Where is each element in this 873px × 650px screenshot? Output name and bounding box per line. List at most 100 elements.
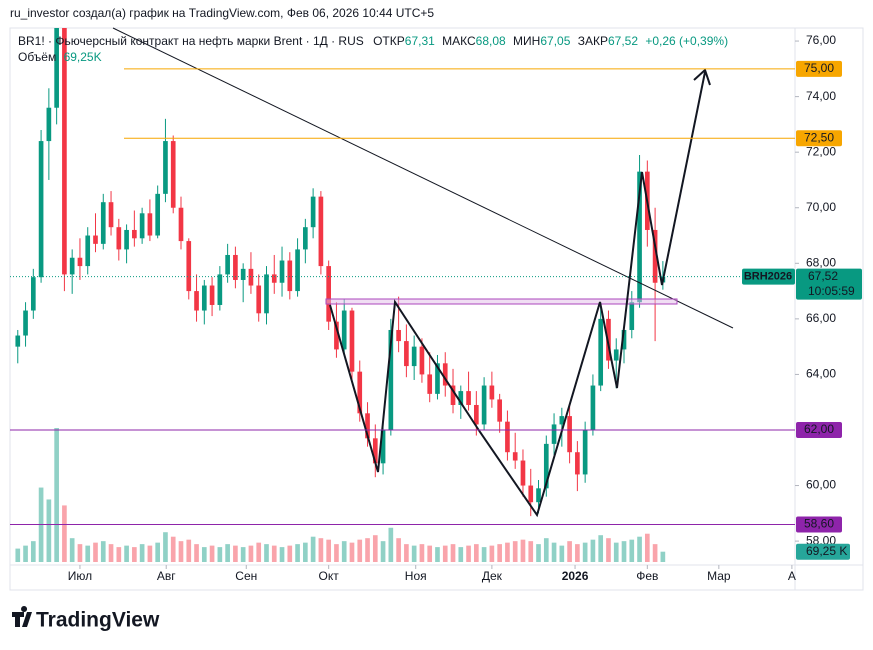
volume-bar [334,544,339,562]
close-value: 67,52 [608,34,638,48]
candle-body [30,277,36,311]
x-tick-label: А [788,569,796,583]
y-tick-label: 64,00 [806,367,836,381]
arrow-head [693,68,711,86]
level-badge [796,421,842,438]
candle-body [551,424,557,444]
volume-bar [466,545,471,562]
candle-body [575,452,580,475]
candle-body [388,329,394,430]
candle-body [435,363,440,394]
volume-bar [209,545,215,562]
legend-symbol: BR1! · Фьючерсный контракт на нефть марк… [18,34,728,48]
candle-body [93,235,98,244]
candle-body [54,28,59,108]
candle-body [225,254,230,275]
volume-bar [481,547,487,562]
volume-bar [155,542,161,562]
logo: TradingView [12,606,160,632]
volume-bar [85,545,91,562]
high-value: 68,08 [476,34,506,48]
ticker-label: BRH2026 [744,271,792,283]
candle-body [466,391,471,405]
candle-body [528,485,534,503]
level-badge [796,130,842,147]
candle-body [380,429,386,464]
volume-bar [147,545,153,562]
candle-body [248,268,254,286]
volume-bar [108,544,114,562]
volume-bar [170,536,176,562]
volume-bar [256,542,262,562]
candle-body [489,385,495,400]
volume-bar [139,544,145,562]
volume-bar [388,527,394,562]
volume-bar [590,539,596,562]
candle-body [613,349,619,361]
candle-body [318,196,324,267]
volume-bar [271,545,277,562]
candle-body [100,202,106,244]
volume-bar [380,541,386,562]
candle-body [411,346,417,367]
x-tick-label: Дек [482,569,503,583]
candle-body [69,257,75,275]
volume-bar [163,532,168,562]
volume-bar [69,538,75,562]
volume-bar [54,428,59,562]
candle-body [458,391,464,405]
volume-bar [372,535,378,562]
candle-body [287,260,293,292]
candle-body [38,141,44,278]
candle-body [474,404,479,425]
candle-body [396,329,401,342]
volume-bar [46,499,52,562]
candle-body [240,268,246,280]
volume-bar [201,547,207,562]
x-tick-label: Ноя [405,569,427,583]
volume-bar [629,539,635,562]
volume-bar [77,544,83,562]
volume-bar [621,541,627,562]
volume-bar [186,539,192,562]
volume-bar [264,544,269,562]
candle-body [139,213,145,239]
volume-bar [303,542,308,562]
candle-body [170,141,176,208]
candle-body [372,438,378,464]
candle-body [582,429,588,475]
candle-body [15,335,21,347]
volume-bar [279,547,285,562]
volume-bar [411,545,417,562]
ticker-badge [742,268,795,285]
header: ru_investor создал(а) график на TradingV… [10,6,434,20]
candle-body [46,107,52,142]
candle-body [326,266,331,322]
volume-name: Объём [18,50,56,64]
volume-bar [427,545,433,562]
candle-body [155,193,161,236]
candle-body [256,285,262,314]
candle-body [442,363,448,386]
volume-bar [505,542,510,562]
volume-bar [567,541,572,562]
low-name: МИН [513,34,540,48]
candle-body [209,285,215,305]
volume-bar [536,544,541,562]
candle-body [124,229,129,250]
y-tick-label: 66,00 [806,311,836,325]
low-value: 67,05 [540,34,570,48]
volume-bar [575,544,580,562]
volume-bar [100,541,106,562]
symbol: BR1! · Фьючерсный контракт на нефть марк… [18,34,364,48]
volume-bar [404,544,409,562]
volume-bar [458,547,464,562]
change: +0,26 (+0,39%) [645,34,728,48]
volume-bar [93,542,98,562]
candle-body [559,416,565,425]
countdown-label: 10:05:59 [808,284,855,298]
volume-bar [520,539,526,562]
y-tick-label: 74,00 [806,89,836,103]
logo-icon [12,606,32,627]
volume-bar [23,545,28,562]
